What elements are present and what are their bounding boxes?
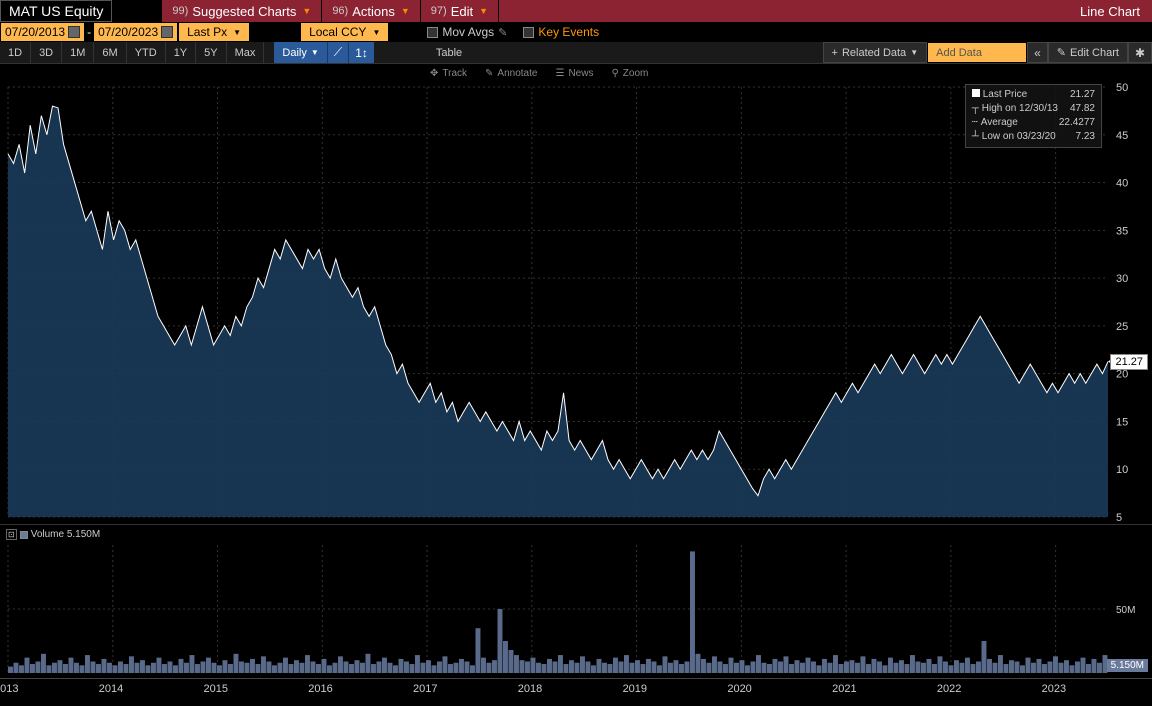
gear-icon: ✱ bbox=[1135, 46, 1145, 60]
svg-text:30: 30 bbox=[1116, 273, 1128, 285]
svg-text:50: 50 bbox=[1116, 82, 1128, 94]
currency-select[interactable]: Local CCY▼ bbox=[300, 22, 389, 42]
current-price-tag: 21.27 bbox=[1110, 354, 1148, 370]
range-5y[interactable]: 5Y bbox=[196, 42, 226, 63]
date-start-input[interactable]: 07/20/2013 bbox=[0, 22, 85, 42]
svg-text:10: 10 bbox=[1116, 464, 1128, 476]
collapse-button[interactable]: « bbox=[1027, 42, 1048, 63]
table-button[interactable]: Table bbox=[424, 42, 474, 63]
tab-edit[interactable]: 97)Edit▼ bbox=[421, 0, 499, 22]
chart-style-options-button[interactable]: 1↕ bbox=[348, 42, 374, 63]
range-1d[interactable]: 1D bbox=[0, 42, 31, 63]
range-3d[interactable]: 3D bbox=[31, 42, 62, 63]
chevron-down-icon: ▼ bbox=[311, 48, 319, 57]
range-max[interactable]: Max bbox=[227, 42, 265, 63]
news-icon: ☰ bbox=[555, 68, 564, 79]
checkbox-icon bbox=[427, 27, 438, 38]
crosshair-icon: ✥ bbox=[430, 68, 438, 79]
key-events-toggle[interactable]: Key Events bbox=[515, 22, 607, 42]
chart-type-label: Line Chart bbox=[1068, 0, 1152, 22]
svg-text:15: 15 bbox=[1116, 416, 1128, 428]
price-chart[interactable]: 5 10 15 20 25 30 35 40 45 50 Last Price21.27 ┬Hig… bbox=[0, 82, 1152, 524]
svg-text:35: 35 bbox=[1116, 225, 1128, 237]
range-6m[interactable]: 6M bbox=[94, 42, 126, 63]
svg-text:20: 20 bbox=[1116, 369, 1128, 381]
volume-chart[interactable]: ⊡Volume 5.150M 50M 5.150M bbox=[0, 524, 1152, 678]
time-axis: 2013201420152016201720182019202020212022… bbox=[0, 678, 1152, 706]
pencil-icon[interactable]: ✎ bbox=[498, 26, 507, 39]
chevron-down-icon: ▼ bbox=[401, 6, 410, 16]
ticker-input[interactable]: MAT US Equity bbox=[0, 0, 112, 22]
track-tool[interactable]: ✥Track bbox=[430, 68, 467, 79]
mov-avgs-toggle[interactable]: Mov Avgs✎ bbox=[419, 22, 515, 42]
range-ytd[interactable]: YTD bbox=[127, 42, 166, 63]
pencil-icon: ✎ bbox=[1057, 46, 1066, 59]
svg-text:5: 5 bbox=[1116, 512, 1122, 524]
svg-text:50M: 50M bbox=[1116, 605, 1135, 616]
chevron-down-icon: ▼ bbox=[233, 28, 241, 37]
chevron-down-icon: ▼ bbox=[479, 6, 488, 16]
svg-text:45: 45 bbox=[1116, 130, 1128, 142]
tab-actions[interactable]: 96)Actions▼ bbox=[322, 0, 420, 22]
range-1y[interactable]: 1Y bbox=[166, 42, 196, 63]
edit-chart-button[interactable]: ✎Edit Chart bbox=[1048, 42, 1128, 63]
pencil-icon: ✎ bbox=[485, 68, 493, 79]
settings-button[interactable]: ✱ bbox=[1128, 42, 1152, 63]
frequency-select[interactable]: Daily▼ bbox=[274, 42, 326, 63]
chart-style-line-button[interactable]: ⟋ bbox=[327, 42, 348, 63]
range-1m[interactable]: 1M bbox=[62, 42, 94, 63]
zoom-icon: ⚲ bbox=[611, 68, 618, 79]
calendar-icon[interactable] bbox=[161, 26, 173, 38]
svg-text:25: 25 bbox=[1116, 321, 1128, 333]
chevron-down-icon: ▼ bbox=[372, 28, 380, 37]
checkbox-icon bbox=[523, 27, 534, 38]
chevron-down-icon: ▼ bbox=[302, 6, 311, 16]
annotate-tool[interactable]: ✎Annotate bbox=[485, 68, 537, 79]
current-volume-tag: 5.150M bbox=[1107, 659, 1148, 672]
zoom-tool[interactable]: ⚲Zoom bbox=[611, 68, 648, 79]
related-data-button[interactable]: +Related Data▼ bbox=[823, 42, 928, 63]
price-type-select[interactable]: Last Px▼ bbox=[178, 22, 250, 42]
news-tool[interactable]: ☰News bbox=[555, 68, 593, 79]
tab-suggested-charts[interactable]: 99)Suggested Charts▼ bbox=[162, 0, 322, 22]
chevron-down-icon: ▼ bbox=[910, 48, 918, 57]
chart-legend: Last Price21.27 ┬High on 12/30/1347.82 ┄… bbox=[965, 84, 1102, 148]
date-end-input[interactable]: 07/20/2023 bbox=[93, 22, 178, 42]
svg-text:40: 40 bbox=[1116, 178, 1128, 190]
add-data-input[interactable]: Add Data bbox=[927, 42, 1027, 63]
calendar-icon[interactable] bbox=[68, 26, 80, 38]
